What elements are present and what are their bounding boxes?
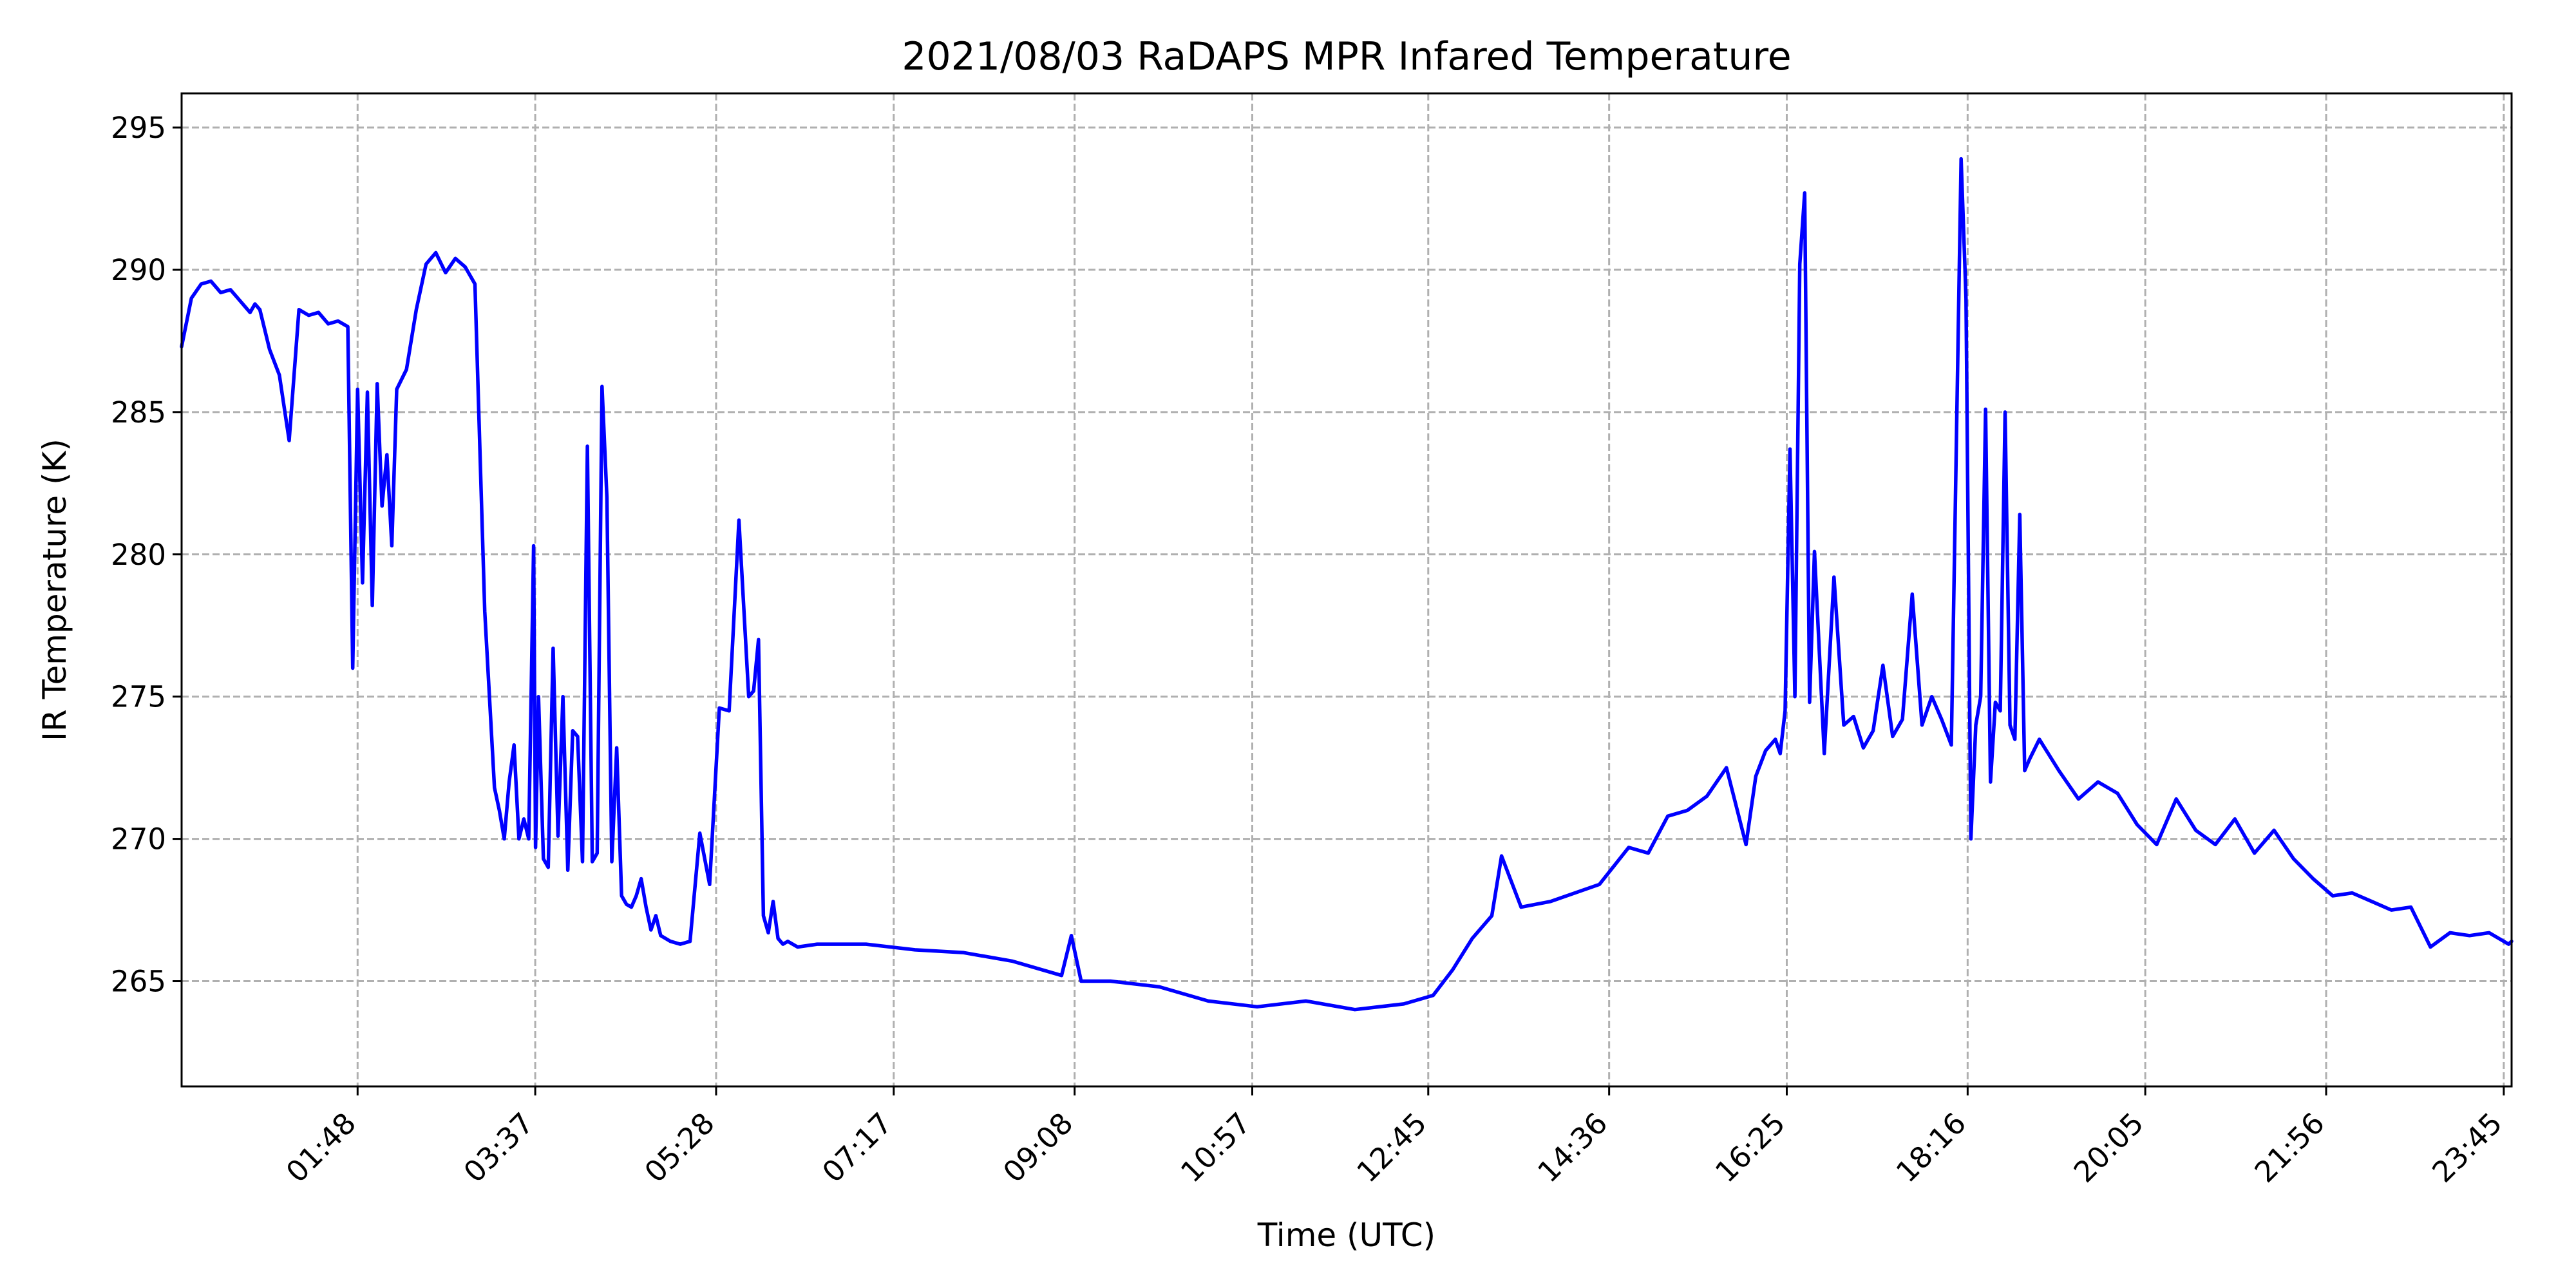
grid-layer (182, 93, 2512, 1086)
y-tick-label: 290 (111, 253, 166, 287)
y-axis: 265 270 275 280 285 290 295 (111, 111, 182, 999)
plot-frame (180, 92, 2513, 1088)
series-layer (180, 156, 2514, 1012)
chart-title: 2021/08/03 RaDAPS MPR Infared Temperatur… (902, 34, 1791, 79)
series-line (180, 156, 2514, 1012)
y-axis-label: IR Temperature (K) (36, 439, 73, 741)
y-tick-label: 295 (111, 111, 166, 145)
y-tick-label: 275 (111, 680, 166, 714)
x-axis-label: Time (UTC) (1257, 1217, 1435, 1254)
y-tick-label: 285 (111, 395, 166, 430)
y-tick-label: 280 (111, 538, 166, 572)
y-tick-label: 270 (111, 822, 166, 857)
y-tick-label: 265 (111, 965, 166, 999)
